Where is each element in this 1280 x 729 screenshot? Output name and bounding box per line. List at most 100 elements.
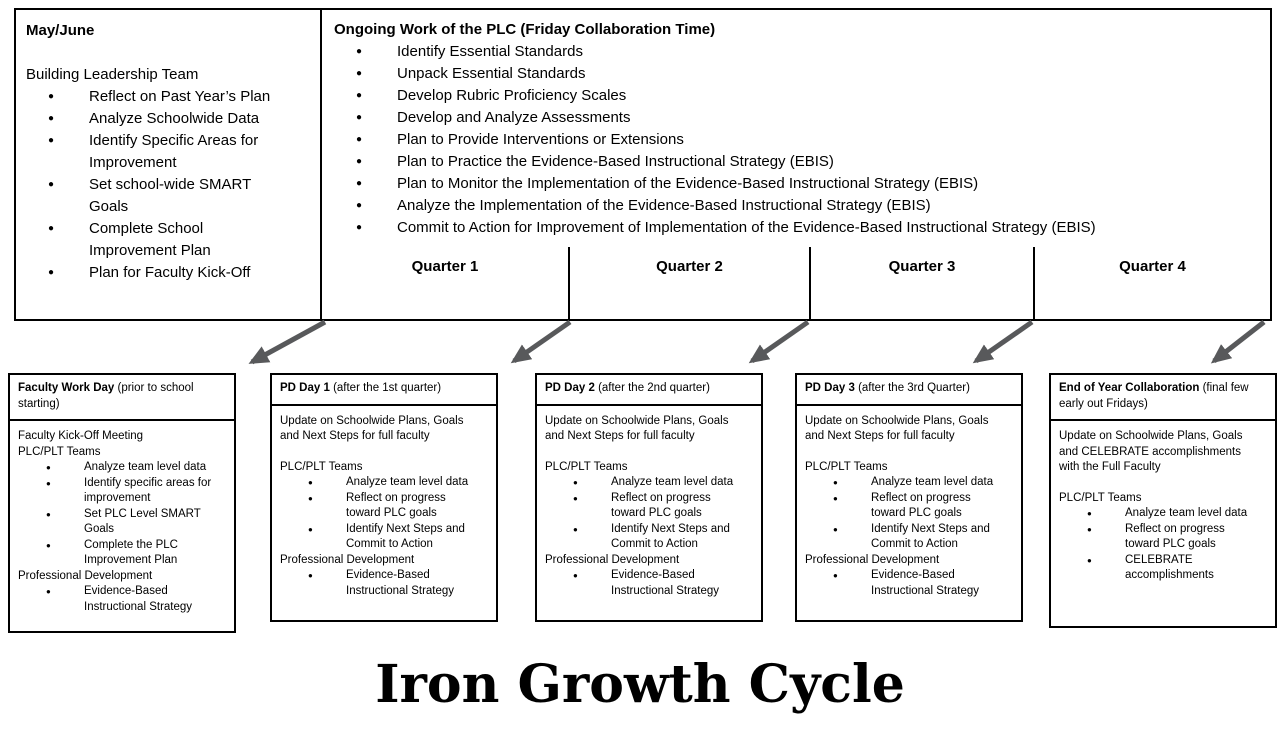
- event-box-note: (final few early out Fridays): [1059, 382, 1249, 410]
- quarter-3-label: Quarter 3: [809, 247, 1033, 319]
- page-title: Iron Growth Cycle: [375, 654, 905, 715]
- bullet-item: Plan to Provide Interventions or Extensi…: [334, 129, 1258, 151]
- bullet-item: Analyze team level data: [280, 475, 488, 491]
- bullet-item: Analyze team level data: [805, 475, 1013, 491]
- intro-text: Update on Schoolwide Plans, Goals and Ne…: [545, 414, 729, 443]
- section-label: PLC/PLT Teams: [545, 460, 628, 473]
- bullet-item: Reflect on Past Year’s Plan: [26, 86, 310, 108]
- event-box-header: Faculty Work Day (prior to school starti…: [10, 375, 234, 421]
- bullet-item: Set PLC Level SMART Goals: [18, 507, 226, 538]
- ongoing-plc-title: Ongoing Work of the PLC (Friday Collabor…: [334, 21, 716, 38]
- section-label: Professional Development: [805, 553, 940, 566]
- event-box-title: PD Day 2: [545, 382, 595, 394]
- event-box-header: PD Day 1 (after the 1st quarter): [272, 375, 496, 406]
- bullet-item: Analyze team level data: [18, 460, 226, 476]
- arrow-to-pd-day-2: [748, 319, 810, 364]
- bullet-item: Identify Next Steps and Commit to Action: [280, 522, 488, 553]
- bullet-item: Reflect on progress toward PLC goals: [1059, 522, 1267, 553]
- bullet-item: Plan to Monitor the Implementation of th…: [334, 173, 1258, 195]
- bullet-item: Identify Essential Standards: [334, 41, 1258, 63]
- spacer: [805, 445, 1013, 460]
- bullet-item: Develop and Analyze Assessments: [334, 107, 1258, 129]
- bullet-list: Analyze team level dataIdentify specific…: [18, 460, 226, 569]
- bullet-item: Commit to Action for Improvement of Impl…: [334, 217, 1258, 239]
- event-box-body: Faculty Kick-Off Meeting PLC/PLT Teams A…: [10, 421, 234, 615]
- arrow-to-pd-day-1: [510, 319, 572, 364]
- event-box-pd-day-2: PD Day 2 (after the 2nd quarter) Update …: [535, 373, 763, 622]
- quarter-4-label: Quarter 4: [1033, 247, 1270, 319]
- section-label: PLC/PLT Teams: [18, 445, 101, 458]
- intro-text: Update on Schoolwide Plans, Goals and Ne…: [805, 414, 989, 443]
- bullet-list: Evidence-Based Instructional Strategy: [805, 568, 1013, 599]
- event-box-body: Update on Schoolwide Plans, Goals and Ne…: [272, 406, 496, 600]
- bullet-item: Reflect on progress toward PLC goals: [280, 491, 488, 522]
- bullet-item: Evidence-Based Instructional Strategy: [18, 584, 226, 615]
- event-box-note: (prior to school starting): [18, 382, 194, 410]
- quarter-2-label: Quarter 2: [568, 247, 809, 319]
- section-label: Professional Development: [545, 553, 680, 566]
- bullet-item: CELEBRATE accomplishments: [1059, 553, 1267, 584]
- bullet-list: Evidence-Based Instructional Strategy: [280, 568, 488, 599]
- event-box-title: PD Day 1: [280, 382, 330, 394]
- event-box-faculty-work-day: Faculty Work Day (prior to school starti…: [8, 373, 236, 633]
- bullet-item: Reflect on progress toward PLC goals: [805, 491, 1013, 522]
- bullet-item: Analyze Schoolwide Data: [26, 108, 310, 130]
- bullet-list: Evidence-Based Instructional Strategy: [545, 568, 753, 599]
- bullet-item: Identify Next Steps and Commit to Action: [545, 522, 753, 553]
- bullet-list: Analyze team level dataReflect on progre…: [1059, 506, 1267, 584]
- quarter-1-label: Quarter 1: [411, 258, 479, 275]
- event-box-body: Update on Schoolwide Plans, Goals and CE…: [1051, 421, 1275, 584]
- section-label: PLC/PLT Teams: [280, 460, 363, 473]
- arrow-to-faculty-work-day: [248, 319, 327, 365]
- bullet-item: Set school-wide SMART Goals: [26, 174, 310, 218]
- bullet-item: Analyze team level data: [545, 475, 753, 491]
- event-box-body: Update on Schoolwide Plans, Goals and Ne…: [537, 406, 761, 600]
- spacer: [1059, 476, 1267, 491]
- bullet-item: Evidence-Based Instructional Strategy: [280, 568, 488, 599]
- section-label: PLC/PLT Teams: [1059, 491, 1142, 504]
- bullet-item: Identify Specific Areas for Improvement: [26, 130, 310, 174]
- bullet-list: Analyze team level dataReflect on progre…: [805, 475, 1013, 553]
- event-box-note: (after the 2nd quarter): [598, 382, 710, 394]
- event-box-pd-day-3: PD Day 3 (after the 3rd Quarter) Update …: [795, 373, 1023, 622]
- arrow-to-end-of-year: [1210, 320, 1266, 364]
- bullet-item: Complete the PLC Improvement Plan: [18, 538, 226, 569]
- event-box-body: Update on Schoolwide Plans, Goals and Ne…: [797, 406, 1021, 600]
- bullet-item: Analyze team level data: [1059, 506, 1267, 522]
- bullet-item: Develop Rubric Proficiency Scales: [334, 85, 1258, 107]
- intro-text: Update on Schoolwide Plans, Goals and CE…: [1059, 430, 1243, 473]
- bullet-item: Evidence-Based Instructional Strategy: [545, 568, 753, 599]
- event-box-note: (after the 3rd Quarter): [858, 382, 970, 394]
- section-label: Professional Development: [18, 569, 153, 582]
- event-box-header: PD Day 3 (after the 3rd Quarter): [797, 375, 1021, 406]
- section-label: PLC/PLT Teams: [805, 460, 888, 473]
- bullet-item: Reflect on progress toward PLC goals: [545, 491, 753, 522]
- spacer: [280, 445, 488, 460]
- ongoing-plc-box: Ongoing Work of the PLC (Friday Collabor…: [320, 8, 1272, 321]
- spacer: [26, 42, 310, 64]
- event-box-note: (after the 1st quarter): [333, 382, 442, 394]
- bullet-list: Analyze team level dataReflect on progre…: [280, 475, 488, 553]
- bullet-item: Identify specific areas for improvement: [18, 476, 226, 507]
- arrow-to-pd-day-3: [972, 319, 1034, 364]
- bullet-item: Plan for Faculty Kick-Off: [26, 262, 310, 284]
- bullet-item: Identify Next Steps and Commit to Action: [805, 522, 1013, 553]
- bullet-item: Unpack Essential Standards: [334, 63, 1258, 85]
- event-box-header: End of Year Collaboration (final few ear…: [1051, 375, 1275, 421]
- building-leadership-team-label: Building Leadership Team: [26, 66, 199, 83]
- section-label: Faculty Kick-Off Meeting: [18, 430, 144, 442]
- event-box-end-of-year: End of Year Collaboration (final few ear…: [1049, 373, 1277, 628]
- section-label: Professional Development: [280, 553, 415, 566]
- bullet-item: Analyze the Implementation of the Eviden…: [334, 195, 1258, 217]
- event-box-title: Faculty Work Day: [18, 382, 115, 394]
- ongoing-plc-bullet-list: Identify Essential StandardsUnpack Essen…: [334, 41, 1258, 239]
- intro-text: Update on Schoolwide Plans, Goals and Ne…: [280, 414, 464, 443]
- quarter-strip: Quarter 1 Quarter 2 Quarter 3 Quarter 4: [322, 247, 1270, 319]
- bullet-item: Plan to Practice the Evidence-Based Inst…: [334, 151, 1258, 173]
- may-june-box: May/June Building Leadership Team Reflec…: [14, 8, 322, 321]
- event-box-title: End of Year Collaboration: [1059, 382, 1200, 394]
- event-box-header: PD Day 2 (after the 2nd quarter): [537, 375, 761, 406]
- event-box-title: PD Day 3: [805, 382, 855, 394]
- event-box-pd-day-1: PD Day 1 (after the 1st quarter) Update …: [270, 373, 498, 622]
- spacer: [545, 445, 753, 460]
